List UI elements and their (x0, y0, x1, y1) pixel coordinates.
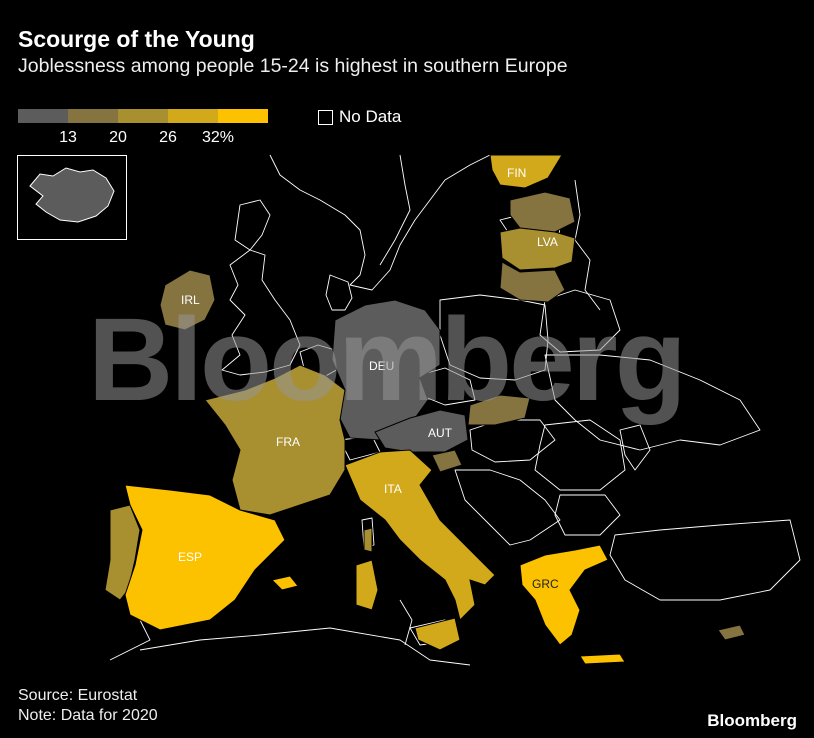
label-fra: FRA (276, 435, 300, 449)
scandinavia-outline (269, 154, 491, 291)
scotland-outline (234, 199, 271, 251)
crete-region (579, 653, 626, 665)
legend-tick-20: 20 (109, 129, 127, 146)
bulgaria-outline (554, 494, 621, 536)
data-note: Note: Data for 2020 (18, 707, 158, 724)
brand-logo: Bloomberg (707, 711, 797, 730)
morocco-outline (109, 619, 151, 661)
greece-region (519, 544, 609, 646)
legend-swatch-5 (218, 109, 268, 123)
legend-tick-32: 32% (201, 129, 235, 146)
legend-swatch-3 (118, 109, 168, 123)
slovakia-region (467, 394, 531, 426)
romania-outline (534, 419, 626, 491)
label-lva: LVA (537, 235, 558, 249)
russia-west-border (574, 179, 601, 311)
source-note: Source: Eurostat (18, 687, 138, 704)
cyprus-region (717, 624, 746, 641)
no-data-legend: No Data (318, 107, 401, 127)
spain-region (124, 484, 286, 631)
balkans-outline (454, 469, 561, 546)
iceland-inset (17, 155, 127, 240)
balearic-region (271, 575, 299, 591)
label-esp: ESP (178, 550, 202, 564)
estonia-region (509, 191, 576, 233)
chart-title: Scourge of the Young (18, 26, 255, 52)
hungary-outline (469, 419, 556, 463)
sweden-border (379, 154, 411, 266)
corsica-region (363, 527, 373, 553)
legend-tick-26: 26 (159, 129, 177, 146)
sicily-region (414, 617, 461, 651)
label-fin: FIN (507, 166, 526, 180)
label-deu: DEU (369, 359, 394, 373)
ireland-region (159, 269, 216, 331)
latvia-region (499, 227, 576, 271)
austria-region (374, 409, 469, 453)
chart-subtitle: Joblessness among people 15-24 is highes… (18, 55, 568, 77)
north-africa-outline (139, 627, 471, 666)
iceland-shape (29, 167, 115, 223)
poland-outline (439, 294, 549, 381)
france-region (204, 364, 346, 516)
moldova-outline (619, 424, 651, 471)
tunisia-outline (399, 599, 413, 646)
label-grc: GRC (532, 577, 559, 591)
slovenia-region (431, 449, 463, 473)
lithuania-region (499, 261, 566, 303)
no-data-swatch (318, 109, 333, 125)
ukraine-outline (544, 354, 761, 451)
belarus-outline (539, 289, 621, 353)
sardinia-outline (361, 517, 375, 549)
italy-region (344, 449, 496, 621)
legend-tick-13: 13 (59, 129, 77, 146)
label-ita: ITA (384, 482, 402, 496)
sardinia-region (355, 559, 379, 611)
turkey-outline (609, 519, 801, 601)
denmark-outline (325, 274, 353, 311)
uk-outline (221, 249, 301, 376)
finland-region (489, 154, 563, 189)
no-data-label: No Data (339, 107, 402, 126)
label-irl: IRL (181, 293, 200, 307)
legend-swatch-2 (68, 109, 118, 123)
legend-swatch-1 (18, 109, 68, 123)
label-aut: AUT (428, 426, 453, 440)
legend-swatch-4 (168, 109, 218, 123)
